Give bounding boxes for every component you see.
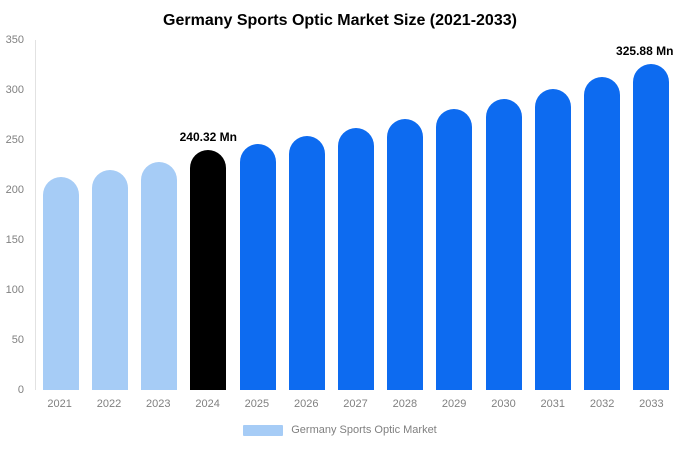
x-axis-label: 2026 [293,398,319,410]
x-axis-label: 2024 [195,398,220,410]
bar-2033: 325.88 Mn [616,44,673,390]
y-axis-tick: 300 [5,84,24,96]
bar-column [528,40,577,390]
y-axis-tick: 150 [5,234,24,246]
x-axis-label: 2029 [441,398,467,410]
x-axis-label: 2030 [491,398,516,410]
y-axis: 0 50 100 150 200 250 300 350 [0,34,30,396]
x-axis: 2021 2022 2023 2024 2025 2026 2027 2028 2029 2030… [35,398,676,410]
y-axis-tick: 200 [5,184,24,196]
bar-2021 [42,177,79,390]
bar-2028 [387,119,424,390]
bar-column [233,40,282,390]
chart-title: Germany Sports Optic Market Size (2021-2… [163,12,517,29]
x-axis-label: 2022 [96,398,122,410]
bar-2023 [141,162,178,390]
bar-2024: 240.32 Mn [180,130,237,390]
x-axis-label: 2028 [392,398,418,410]
bar-column [381,40,430,390]
x-axis-label: 2023 [146,398,171,410]
legend: Germany Sports Optic Market [0,424,680,436]
x-axis-label: 2021 [47,398,72,410]
y-axis-tick: 350 [5,34,24,46]
x-axis-label: 2027 [343,398,368,410]
y-axis-tick: 100 [5,284,24,296]
bar-column [85,40,134,390]
bar-2022 [91,170,128,390]
bar-2027 [338,128,375,390]
x-axis-label: 2032 [589,398,615,410]
bar-column: 240.32 Mn [180,40,237,390]
bar-column [282,40,331,390]
plot-area: 240.32 Mn 325.88 Mn [35,40,676,390]
bar-2031 [534,89,571,390]
bar-annotation: 240.32 Mn [179,129,237,144]
y-axis-tick: 250 [5,134,24,146]
bar-column [479,40,528,390]
bar-2032 [584,77,621,390]
x-axis-label: 2033 [639,398,664,410]
bar-2026 [288,136,325,390]
bar-2029 [436,109,473,390]
x-axis-label: 2025 [244,398,270,410]
y-axis-tick: 50 [11,334,24,346]
bar-column: 325.88 Mn [616,40,676,390]
bar-2025 [239,144,276,390]
legend-label: Germany Sports Optic Market [291,424,437,436]
bar-column [578,40,627,390]
bar-annotation: 325.88 Mn [616,44,674,59]
bar-column [36,40,85,390]
bar-column [134,40,183,390]
bar-column [331,40,380,390]
legend-swatch [243,424,284,436]
y-axis-tick: 0 [17,384,24,396]
bar-column [430,40,479,390]
x-axis-label: 2031 [540,398,566,410]
bar-2030 [485,99,522,390]
